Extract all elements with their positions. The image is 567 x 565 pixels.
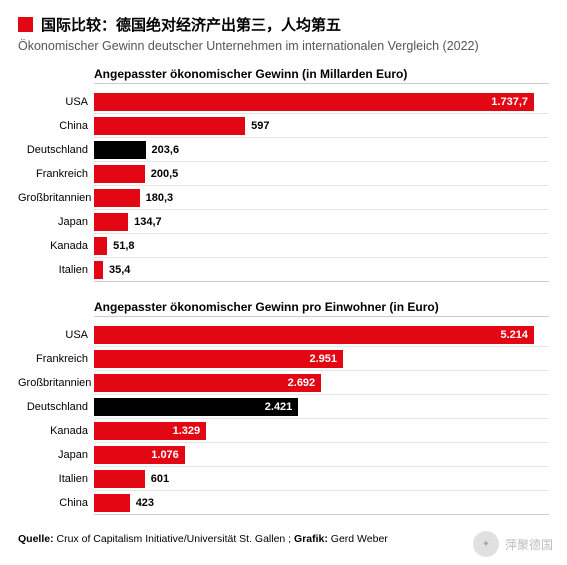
bar-area: 2.692	[94, 371, 549, 394]
bar: 1.329	[94, 422, 206, 440]
table-row: Deutschland2.421	[94, 395, 549, 419]
bar-value: 203,6	[146, 144, 180, 156]
watermark-icon: ✦	[473, 531, 499, 557]
row-label: China	[18, 497, 94, 509]
row-label: Italien	[18, 264, 94, 276]
chart-main-title: 国际比较：德国绝对经济产出第三，人均第五	[41, 14, 341, 35]
table-row: Großbritannien2.692	[94, 371, 549, 395]
bar: 5.214	[94, 326, 534, 344]
table-row: Italien601	[94, 467, 549, 491]
bar-value: 1.329	[173, 425, 207, 437]
bar-area: 203,6	[94, 138, 549, 161]
bar-area: 423	[94, 491, 549, 514]
table-row: Japan1.076	[94, 443, 549, 467]
bar: 597	[94, 117, 245, 135]
row-label: Großbritannien	[18, 377, 94, 389]
bar: 423	[94, 494, 130, 512]
table-row: Kanada1.329	[94, 419, 549, 443]
table-row: Japan134,7	[94, 210, 549, 234]
table-row: China597	[94, 114, 549, 138]
bar: 1.076	[94, 446, 185, 464]
bar-area: 1.737,7	[94, 90, 549, 113]
bar-area: 1.329	[94, 419, 549, 442]
bar: 35,4	[94, 261, 103, 279]
credit-text: Gerd Weber	[331, 533, 388, 545]
bar-value: 5.214	[500, 329, 534, 341]
table-row: Deutschland203,6	[94, 138, 549, 162]
row-label: Frankreich	[18, 168, 94, 180]
bar-value: 180,3	[140, 192, 174, 204]
source-text: Crux of Capitalism Initiative/Universitä…	[57, 533, 292, 545]
chart-absolute: Angepasster ökonomischer Gewinn (in Mill…	[94, 67, 549, 282]
table-row: Frankreich2.951	[94, 347, 549, 371]
bar: 180,3	[94, 189, 140, 207]
bar-area: 51,8	[94, 234, 549, 257]
bar-value: 2.951	[309, 353, 343, 365]
bar-value: 134,7	[128, 216, 162, 228]
bar-area: 597	[94, 114, 549, 137]
source-line: Quelle: Crux of Capitalism Initiative/Un…	[18, 533, 549, 545]
chart2-title: Angepasster ökonomischer Gewinn pro Einw…	[94, 300, 549, 317]
watermark-text: 萍聚德国	[505, 536, 553, 553]
bar-value: 597	[245, 120, 269, 132]
bar-area: 2.421	[94, 395, 549, 418]
title-marker-square	[18, 17, 33, 32]
bar-value: 2.421	[265, 401, 299, 413]
bar-area: 134,7	[94, 210, 549, 233]
watermark: ✦ 萍聚德国	[473, 531, 553, 557]
bar-value: 1.737,7	[491, 96, 534, 108]
row-label: Frankreich	[18, 353, 94, 365]
row-label: Deutschland	[18, 401, 94, 413]
bar: 1.737,7	[94, 93, 534, 111]
chart-per-capita: Angepasster ökonomischer Gewinn pro Einw…	[94, 300, 549, 515]
table-row: USA1.737,7	[94, 90, 549, 114]
bar: 2.421	[94, 398, 298, 416]
bar-value: 2.692	[288, 377, 322, 389]
bar: 2.692	[94, 374, 321, 392]
bar: 203,6	[94, 141, 146, 159]
table-row: USA5.214	[94, 323, 549, 347]
row-label: Japan	[18, 216, 94, 228]
row-label: Großbritannien	[18, 192, 94, 204]
bar-area: 5.214	[94, 323, 549, 346]
bar-value: 601	[145, 473, 169, 485]
chart1-title: Angepasster ökonomischer Gewinn (in Mill…	[94, 67, 549, 84]
bar: 134,7	[94, 213, 128, 231]
bar: 200,5	[94, 165, 145, 183]
table-row: Frankreich200,5	[94, 162, 549, 186]
bar: 51,8	[94, 237, 107, 255]
bar-area: 601	[94, 467, 549, 490]
row-label: Italien	[18, 473, 94, 485]
row-label: China	[18, 120, 94, 132]
bar-value: 35,4	[103, 264, 130, 276]
bar-value: 200,5	[145, 168, 179, 180]
bar-value: 1.076	[151, 449, 185, 461]
bar-area: 180,3	[94, 186, 549, 209]
bar-value: 51,8	[107, 240, 134, 252]
bar-value: 423	[130, 497, 154, 509]
row-label: USA	[18, 96, 94, 108]
bar-area: 35,4	[94, 258, 549, 281]
row-label: Kanada	[18, 240, 94, 252]
table-row: Kanada51,8	[94, 234, 549, 258]
bar-area: 2.951	[94, 347, 549, 370]
table-row: Italien35,4	[94, 258, 549, 282]
chart-subtitle: Ökonomischer Gewinn deutscher Unternehme…	[18, 39, 549, 53]
row-label: Kanada	[18, 425, 94, 437]
header-title-row: 国际比较：德国绝对经济产出第三，人均第五	[18, 14, 549, 35]
bar: 601	[94, 470, 145, 488]
row-label: Japan	[18, 449, 94, 461]
bar-area: 200,5	[94, 162, 549, 185]
table-row: Großbritannien180,3	[94, 186, 549, 210]
source-label: Quelle:	[18, 533, 54, 545]
table-row: China423	[94, 491, 549, 515]
bar-area: 1.076	[94, 443, 549, 466]
row-label: Deutschland	[18, 144, 94, 156]
row-label: USA	[18, 329, 94, 341]
bar: 2.951	[94, 350, 343, 368]
credit-label: Grafik:	[294, 533, 328, 545]
